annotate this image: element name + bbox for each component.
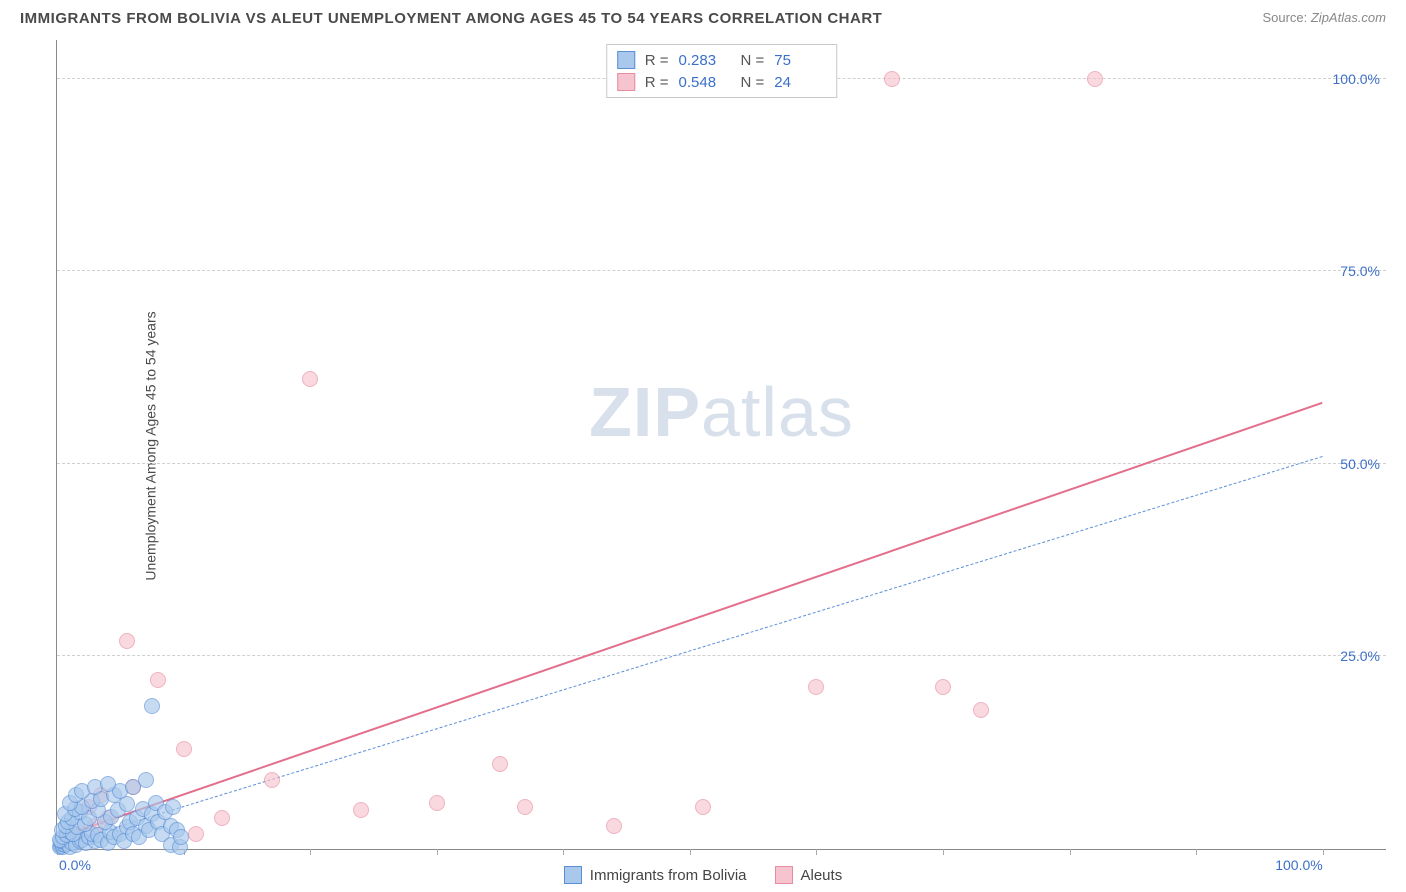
y-tick-label: 75.0% xyxy=(1340,263,1380,279)
data-point xyxy=(188,826,204,842)
data-point xyxy=(173,829,189,845)
gridline-horizontal xyxy=(57,655,1386,656)
n-label: N = xyxy=(741,52,765,69)
data-point xyxy=(808,679,824,695)
gridline-horizontal xyxy=(57,270,1386,271)
n-label: N = xyxy=(741,74,765,91)
data-point xyxy=(973,702,989,718)
data-point xyxy=(176,741,192,757)
n-value-0: 75 xyxy=(774,52,826,69)
y-tick-label: 25.0% xyxy=(1340,648,1380,664)
source-name: ZipAtlas.com xyxy=(1311,10,1386,25)
watermark: ZIPatlas xyxy=(589,372,854,452)
watermark-rest: atlas xyxy=(701,373,854,451)
legend-swatch-1 xyxy=(617,73,635,91)
legend-row-series-0: R = 0.283 N = 75 xyxy=(617,49,827,71)
data-point xyxy=(165,799,181,815)
r-label: R = xyxy=(645,52,669,69)
legend-label-1: Aleuts xyxy=(801,867,843,884)
legend-row-series-1: R = 0.548 N = 24 xyxy=(617,71,827,93)
gridline-horizontal xyxy=(57,463,1386,464)
data-point xyxy=(1087,71,1103,87)
x-tick-mark xyxy=(943,849,944,855)
x-tick-mark xyxy=(690,849,691,855)
legend-swatch-bottom-0 xyxy=(564,866,582,884)
correlation-legend: R = 0.283 N = 75 R = 0.548 N = 24 xyxy=(606,44,838,98)
data-point xyxy=(144,698,160,714)
x-tick-mark xyxy=(1070,849,1071,855)
legend-swatch-bottom-1 xyxy=(775,866,793,884)
x-tick-mark xyxy=(437,849,438,855)
x-tick-mark xyxy=(1196,849,1197,855)
data-point xyxy=(492,756,508,772)
data-point xyxy=(150,672,166,688)
plot-area: ZIPatlas R = 0.283 N = 75 R = 0.548 N = … xyxy=(56,40,1386,850)
data-point xyxy=(214,810,230,826)
data-point xyxy=(517,799,533,815)
x-tick-mark xyxy=(563,849,564,855)
data-point xyxy=(695,799,711,815)
legend-item-0: Immigrants from Bolivia xyxy=(564,866,747,884)
data-point xyxy=(606,818,622,834)
r-value-0: 0.283 xyxy=(679,52,731,69)
source-attribution: Source: ZipAtlas.com xyxy=(1262,10,1386,25)
n-value-1: 24 xyxy=(774,74,826,91)
data-point xyxy=(429,795,445,811)
x-tick-mark xyxy=(310,849,311,855)
data-point xyxy=(138,772,154,788)
r-label: R = xyxy=(645,74,669,91)
source-prefix: Source: xyxy=(1262,10,1310,25)
legend-label-0: Immigrants from Bolivia xyxy=(590,867,747,884)
y-tick-label: 50.0% xyxy=(1340,456,1380,472)
chart-header: IMMIGRANTS FROM BOLIVIA VS ALEUT UNEMPLO… xyxy=(0,0,1406,40)
data-point xyxy=(119,633,135,649)
data-point xyxy=(264,772,280,788)
data-point xyxy=(353,802,369,818)
watermark-bold: ZIP xyxy=(589,373,701,451)
data-point xyxy=(884,71,900,87)
legend-item-1: Aleuts xyxy=(775,866,843,884)
y-tick-label: 100.0% xyxy=(1333,71,1380,87)
data-point xyxy=(100,776,116,792)
plot-container: ZIPatlas R = 0.283 N = 75 R = 0.548 N = … xyxy=(56,40,1386,850)
data-point xyxy=(935,679,951,695)
legend-swatch-0 xyxy=(617,51,635,69)
chart-title: IMMIGRANTS FROM BOLIVIA VS ALEUT UNEMPLO… xyxy=(20,10,882,27)
r-value-1: 0.548 xyxy=(679,74,731,91)
series-legend: Immigrants from Bolivia Aleuts xyxy=(0,866,1406,884)
x-tick-mark xyxy=(1323,849,1324,855)
x-tick-mark xyxy=(816,849,817,855)
data-point xyxy=(302,371,318,387)
